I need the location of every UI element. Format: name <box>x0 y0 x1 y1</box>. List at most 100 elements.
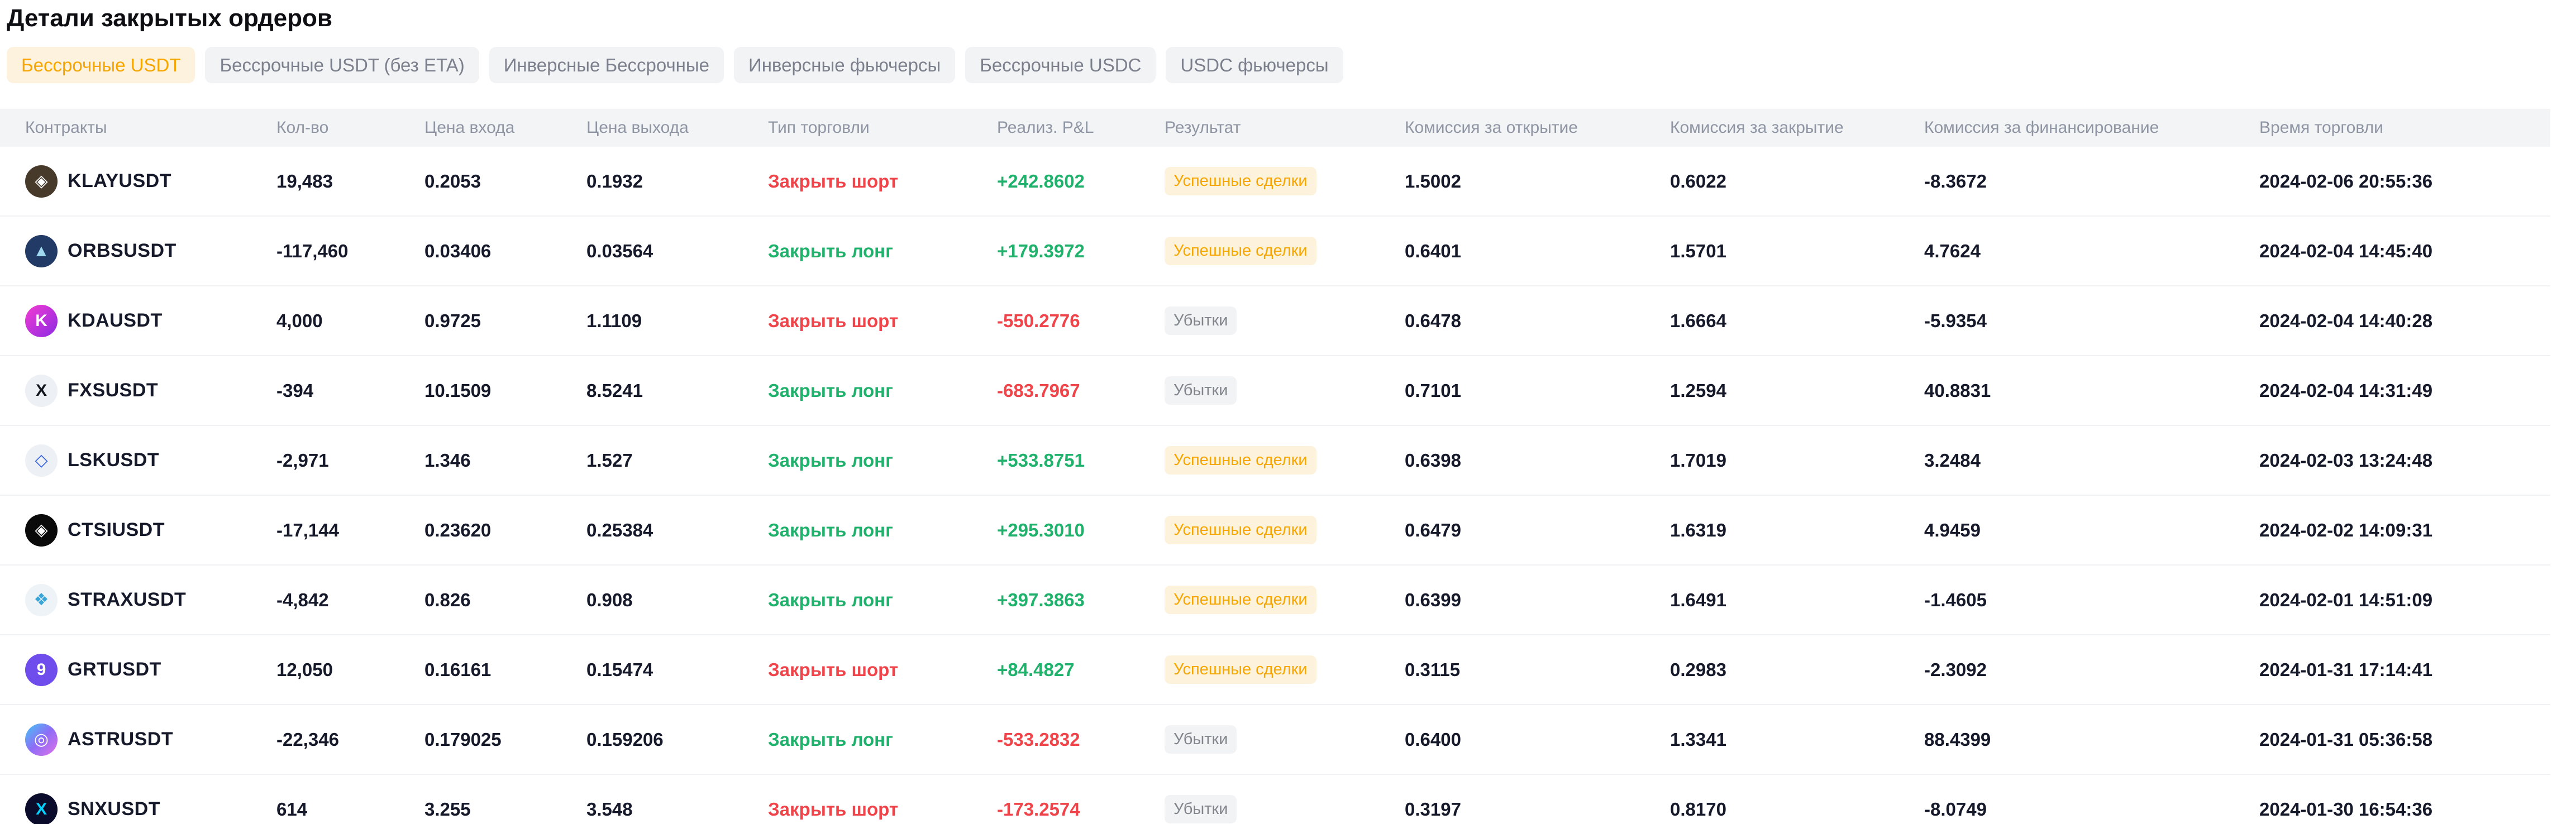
entry-price-cell: 0.826 <box>424 589 471 610</box>
result-badge: Успешные сделки <box>1165 516 1316 544</box>
quantity-cell: -22,346 <box>276 729 339 750</box>
funding-fee-cell: -2.3092 <box>1924 659 1987 680</box>
trade-type-cell: Закрыть шорт <box>768 798 899 820</box>
coin-icon: X <box>25 793 58 824</box>
realized-pnl-cell: -550.2776 <box>997 310 1080 331</box>
quantity-cell: -17,144 <box>276 519 339 540</box>
table-row[interactable]: X SNXUSDT 614 3.255 3.548 Закрыть шорт -… <box>0 775 2550 824</box>
contract-type-tabs: Бессрочные USDT Бессрочные USDT (без ETA)… <box>7 47 2576 83</box>
result-cell: Убытки <box>1165 725 1405 754</box>
result-badge: Убытки <box>1165 306 1237 335</box>
col-header-close-fee: Комиссия за закрытие <box>1670 118 1844 137</box>
contract-cell: ❖ STRAXUSDT <box>25 583 276 616</box>
tab-бессрочные-usdt-без-eta-[interactable]: Бессрочные USDT (без ETA) <box>205 47 479 83</box>
contract-symbol: CTSIUSDT <box>68 519 165 540</box>
quantity-cell: -117,460 <box>276 240 349 261</box>
table-row[interactable]: X FXSUSDT -394 10.1509 8.5241 Закрыть ло… <box>0 356 2550 426</box>
open-fee-cell: 0.6399 <box>1405 589 1461 610</box>
realized-pnl-cell: -533.2832 <box>997 729 1080 750</box>
entry-price-cell: 1.346 <box>424 449 471 471</box>
tab-бессрочные-usdt[interactable]: Бессрочные USDT <box>7 47 195 83</box>
col-header-open-fee: Комиссия за открытие <box>1405 118 1578 137</box>
contract-cell: X SNXUSDT <box>25 793 276 824</box>
table-row[interactable]: 9 GRTUSDT 12,050 0.16161 0.15474 Закрыть… <box>0 635 2550 705</box>
table-row[interactable]: ◇ LSKUSDT -2,971 1.346 1.527 Закрыть лон… <box>0 426 2550 496</box>
trade-time-cell: 2024-01-31 17:14:41 <box>2259 659 2433 680</box>
close-fee-cell: 0.8170 <box>1670 798 1726 820</box>
funding-fee-cell: -1.4605 <box>1924 589 1987 610</box>
table-row[interactable]: K KDAUSDT 4,000 0.9725 1.1109 Закрыть шо… <box>0 286 2550 356</box>
tab-инверсные-бессрочные[interactable]: Инверсные Бессрочные <box>489 47 724 83</box>
contract-symbol: LSKUSDT <box>68 449 160 471</box>
funding-fee-cell: 3.2484 <box>1924 449 1981 471</box>
realized-pnl-cell: -173.2574 <box>997 798 1080 820</box>
table-row[interactable]: ◎ ASTRUSDT -22,346 0.179025 0.159206 Зак… <box>0 705 2550 775</box>
contract-cell: ◇ LSKUSDT <box>25 444 276 477</box>
trade-time-cell: 2024-02-04 14:45:40 <box>2259 240 2433 261</box>
coin-icon: ▲ <box>25 234 58 267</box>
funding-fee-cell: 88.4399 <box>1924 729 1991 750</box>
funding-fee-cell: 4.9459 <box>1924 519 1981 540</box>
result-cell: Успешные сделки <box>1165 516 1405 544</box>
trade-time-cell: 2024-02-04 14:31:49 <box>2259 380 2433 401</box>
result-badge: Убытки <box>1165 376 1237 405</box>
trade-type-cell: Закрыть шорт <box>768 170 899 191</box>
col-header-trade-type: Тип торговли <box>768 118 870 137</box>
table-row[interactable]: ◈ CTSIUSDT -17,144 0.23620 0.25384 Закры… <box>0 496 2550 566</box>
exit-price-cell: 0.25384 <box>586 519 653 540</box>
contract-cell: 9 GRTUSDT <box>25 653 276 686</box>
open-fee-cell: 0.3197 <box>1405 798 1461 820</box>
table-row[interactable]: ◈ KLAYUSDT 19,483 0.2053 0.1932 Закрыть … <box>0 147 2550 217</box>
quantity-cell: 19,483 <box>276 170 333 191</box>
close-fee-cell: 1.5701 <box>1670 240 1726 261</box>
trade-time-cell: 2024-02-03 13:24:48 <box>2259 449 2433 471</box>
table-row[interactable]: ▲ ORBSUSDT -117,460 0.03406 0.03564 Закр… <box>0 217 2550 286</box>
trade-time-cell: 2024-02-02 14:09:31 <box>2259 519 2433 540</box>
col-header-funding-fee: Комиссия за финансирование <box>1924 118 2159 137</box>
trade-type-cell: Закрыть шорт <box>768 310 899 331</box>
open-fee-cell: 0.6400 <box>1405 729 1461 750</box>
exit-price-cell: 0.1932 <box>586 170 643 191</box>
col-header-contracts: Контракты <box>25 118 107 137</box>
contract-cell: ▲ ORBSUSDT <box>25 234 276 267</box>
exit-price-cell: 3.548 <box>586 798 633 820</box>
result-badge: Успешные сделки <box>1165 237 1316 265</box>
col-header-quantity: Кол-во <box>276 118 329 137</box>
result-cell: Убытки <box>1165 306 1405 335</box>
contract-symbol: KDAUSDT <box>68 310 163 331</box>
funding-fee-cell: -8.3672 <box>1924 170 1987 191</box>
funding-fee-cell: -5.9354 <box>1924 310 1987 331</box>
open-fee-cell: 0.7101 <box>1405 380 1461 401</box>
result-badge: Успешные сделки <box>1165 167 1316 195</box>
open-fee-cell: 0.6398 <box>1405 449 1461 471</box>
contract-symbol: KLAYUSDT <box>68 170 171 191</box>
entry-price-cell: 10.1509 <box>424 380 492 401</box>
tab-бессрочные-usdc[interactable]: Бессрочные USDC <box>965 47 1156 83</box>
open-fee-cell: 0.3115 <box>1405 659 1461 680</box>
trade-type-cell: Закрыть лонг <box>768 449 893 471</box>
quantity-cell: -394 <box>276 380 314 401</box>
close-fee-cell: 1.3341 <box>1670 729 1726 750</box>
result-cell: Успешные сделки <box>1165 655 1405 684</box>
result-cell: Успешные сделки <box>1165 586 1405 614</box>
contract-cell: K KDAUSDT <box>25 304 276 337</box>
close-fee-cell: 1.7019 <box>1670 449 1726 471</box>
realized-pnl-cell: -683.7967 <box>997 380 1080 401</box>
exit-price-cell: 0.908 <box>586 589 633 610</box>
tab-usdc-фьючерсы[interactable]: USDC фьючерсы <box>1166 47 1343 83</box>
close-fee-cell: 1.6664 <box>1670 310 1726 331</box>
realized-pnl-cell: +84.4827 <box>997 659 1075 680</box>
coin-icon: ◇ <box>25 444 58 477</box>
contract-cell: ◈ KLAYUSDT <box>25 165 276 198</box>
exit-price-cell: 1.1109 <box>586 310 642 331</box>
table-row[interactable]: ❖ STRAXUSDT -4,842 0.826 0.908 Закрыть л… <box>0 566 2550 635</box>
entry-price-cell: 0.9725 <box>424 310 481 331</box>
contract-cell: ◈ CTSIUSDT <box>25 514 276 547</box>
close-fee-cell: 0.6022 <box>1670 170 1726 191</box>
tab-инверсные-фьючерсы[interactable]: Инверсные фьючерсы <box>733 47 956 83</box>
result-cell: Успешные сделки <box>1165 237 1405 265</box>
exit-price-cell: 1.527 <box>586 449 633 471</box>
result-badge: Успешные сделки <box>1165 655 1316 684</box>
trade-time-cell: 2024-01-30 16:54:36 <box>2259 798 2433 820</box>
